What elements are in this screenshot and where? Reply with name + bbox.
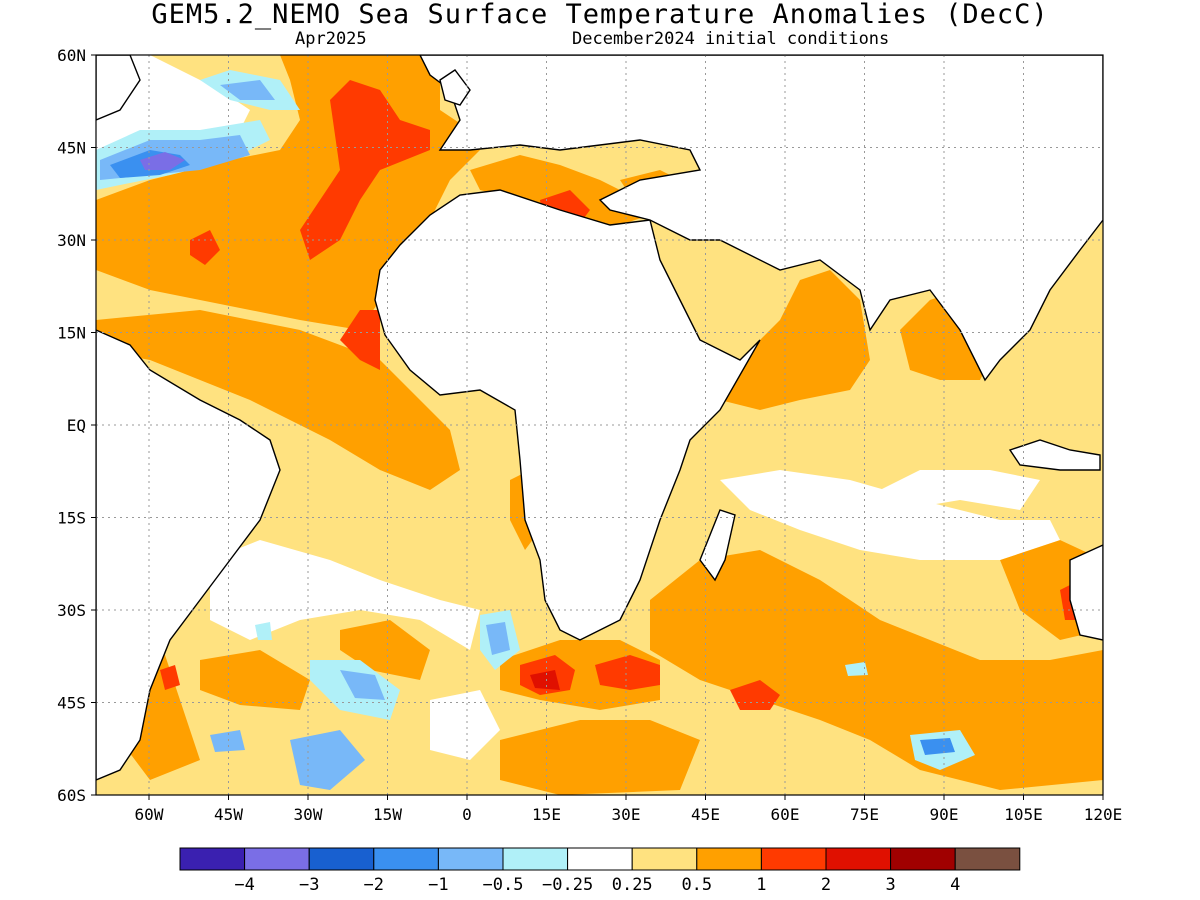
anomaly-darkred-regions xyxy=(530,670,560,690)
colorbar-label: −2 xyxy=(364,875,384,895)
colorbar-label: 0.5 xyxy=(681,875,712,895)
south-america-land xyxy=(96,329,281,781)
patagonia-red xyxy=(160,665,180,690)
arabian-sea-orange xyxy=(720,270,870,410)
north-america-land xyxy=(96,55,141,121)
colorbar-swatch xyxy=(502,847,569,871)
madagascar-land xyxy=(699,509,736,582)
initial-conditions-label: December2024 initial conditions xyxy=(572,29,890,49)
s-atlantic-orange-2 xyxy=(200,650,310,710)
colorbar-label: 3 xyxy=(885,875,895,895)
lat-tick-label: 30N xyxy=(57,231,86,250)
lon-tick-label: 60W xyxy=(135,805,164,824)
s-indian-white-2 xyxy=(860,470,1040,510)
lon-tick-label: 60E xyxy=(771,805,800,824)
colorbar-swatch xyxy=(179,847,246,871)
canary-red xyxy=(340,310,380,370)
indonesia-land xyxy=(1008,439,1101,471)
lon-tick-label: 45E xyxy=(691,805,720,824)
gulf-stream-purple xyxy=(140,152,185,170)
lat-tick-label: EQ xyxy=(67,416,86,435)
africa-land xyxy=(374,189,761,641)
mediterranean-orange xyxy=(470,155,650,225)
colorbar: −4 −3 −2 −1 −0.5 −0.25 0.25 0.5 1 2 3 4 xyxy=(179,847,1021,895)
colorbar-swatch xyxy=(954,847,1021,871)
colorbar-swatch xyxy=(437,847,504,871)
lon-tick-label: 75E xyxy=(850,805,879,824)
lat-tick-label: 60S xyxy=(57,786,86,805)
colorbar-swatch xyxy=(244,847,310,871)
s-atlantic-white-2 xyxy=(430,690,500,760)
colorbar-swatch xyxy=(825,847,892,871)
s-indian-lightblue-2 xyxy=(845,662,868,676)
tropical-atlantic-orange xyxy=(96,310,460,490)
australia-land xyxy=(1069,544,1103,641)
s-indian-red xyxy=(730,680,780,710)
n-atlantic-red xyxy=(300,80,430,260)
s-indian-blue xyxy=(920,738,955,755)
colorbar-label: 0.25 xyxy=(612,875,653,895)
colorbar-label: −0.25 xyxy=(542,875,593,895)
lon-tick-label: 30W xyxy=(294,805,323,824)
subtropical-red xyxy=(190,230,220,265)
lon-tick-label: 45W xyxy=(214,805,243,824)
lon-tick-label: 105E xyxy=(1004,805,1043,824)
s-atlantic-darkred xyxy=(530,670,560,690)
lat-tick-label: 15N xyxy=(57,324,86,343)
s-atlantic-blue-1 xyxy=(486,622,510,655)
colorbar-swatch xyxy=(373,847,439,871)
colorbar-label: 1 xyxy=(756,875,766,895)
s-indian-white-1 xyxy=(720,470,1060,560)
s-atlantic-blue-3 xyxy=(290,730,365,790)
s-atlantic-white-1 xyxy=(210,540,480,650)
s-atlantic-blue-4 xyxy=(210,730,245,752)
lon-tick-label: 30E xyxy=(612,805,641,824)
lat-tick-label: 45S xyxy=(57,694,86,713)
lon-tick-label: 120E xyxy=(1084,805,1123,824)
lat-tick-label: 45N xyxy=(57,139,86,158)
colorbar-label: 4 xyxy=(950,875,960,895)
map-title: GEM5.2_NEMO Sea Surface Temperature Anom… xyxy=(151,0,1049,30)
colorbar-label: −4 xyxy=(234,875,254,895)
s-atlantic-orange-4 xyxy=(500,720,700,795)
lon-tick-label: 90E xyxy=(930,805,959,824)
anomaly-field xyxy=(96,55,1103,795)
s-atlantic-lightblue-3 xyxy=(255,622,272,640)
colorbar-swatch xyxy=(567,847,633,871)
colorbar-swatch xyxy=(890,847,956,871)
lon-tick-label: 0 xyxy=(462,805,472,824)
anomaly-negative-regions xyxy=(96,70,975,790)
land-masses xyxy=(96,55,1103,781)
colorbar-swatch xyxy=(760,847,827,871)
subpolar-blue xyxy=(220,80,275,100)
colorbar-swatch xyxy=(631,847,698,871)
british-isles-land xyxy=(439,69,471,106)
colorbar-label: −1 xyxy=(428,875,448,895)
colorbar-label: −3 xyxy=(299,875,319,895)
lon-tick-label: 15W xyxy=(373,805,402,824)
lon-tick-label: 15E xyxy=(532,805,561,824)
latitude-axis: 60N 45N 30N 15N EQ 15S 30S 45S 60S xyxy=(57,46,96,805)
lat-tick-label: 15S xyxy=(57,509,86,528)
lat-tick-label: 30S xyxy=(57,601,86,620)
s-atlantic-blue-2 xyxy=(340,670,385,700)
colorbar-label: −0.5 xyxy=(483,875,524,895)
colorbar-swatch xyxy=(308,847,375,871)
colorbar-label: 2 xyxy=(821,875,831,895)
valid-month-label: Apr2025 xyxy=(295,29,367,49)
lat-tick-label: 60N xyxy=(57,46,86,65)
s-atlantic-red-2 xyxy=(595,655,660,690)
longitude-axis: 60W 45W 30W 15W 0 15E 30E 45E 60E 75E 90E 105E 120E xyxy=(135,795,1123,824)
colorbar-swatch xyxy=(696,847,762,871)
